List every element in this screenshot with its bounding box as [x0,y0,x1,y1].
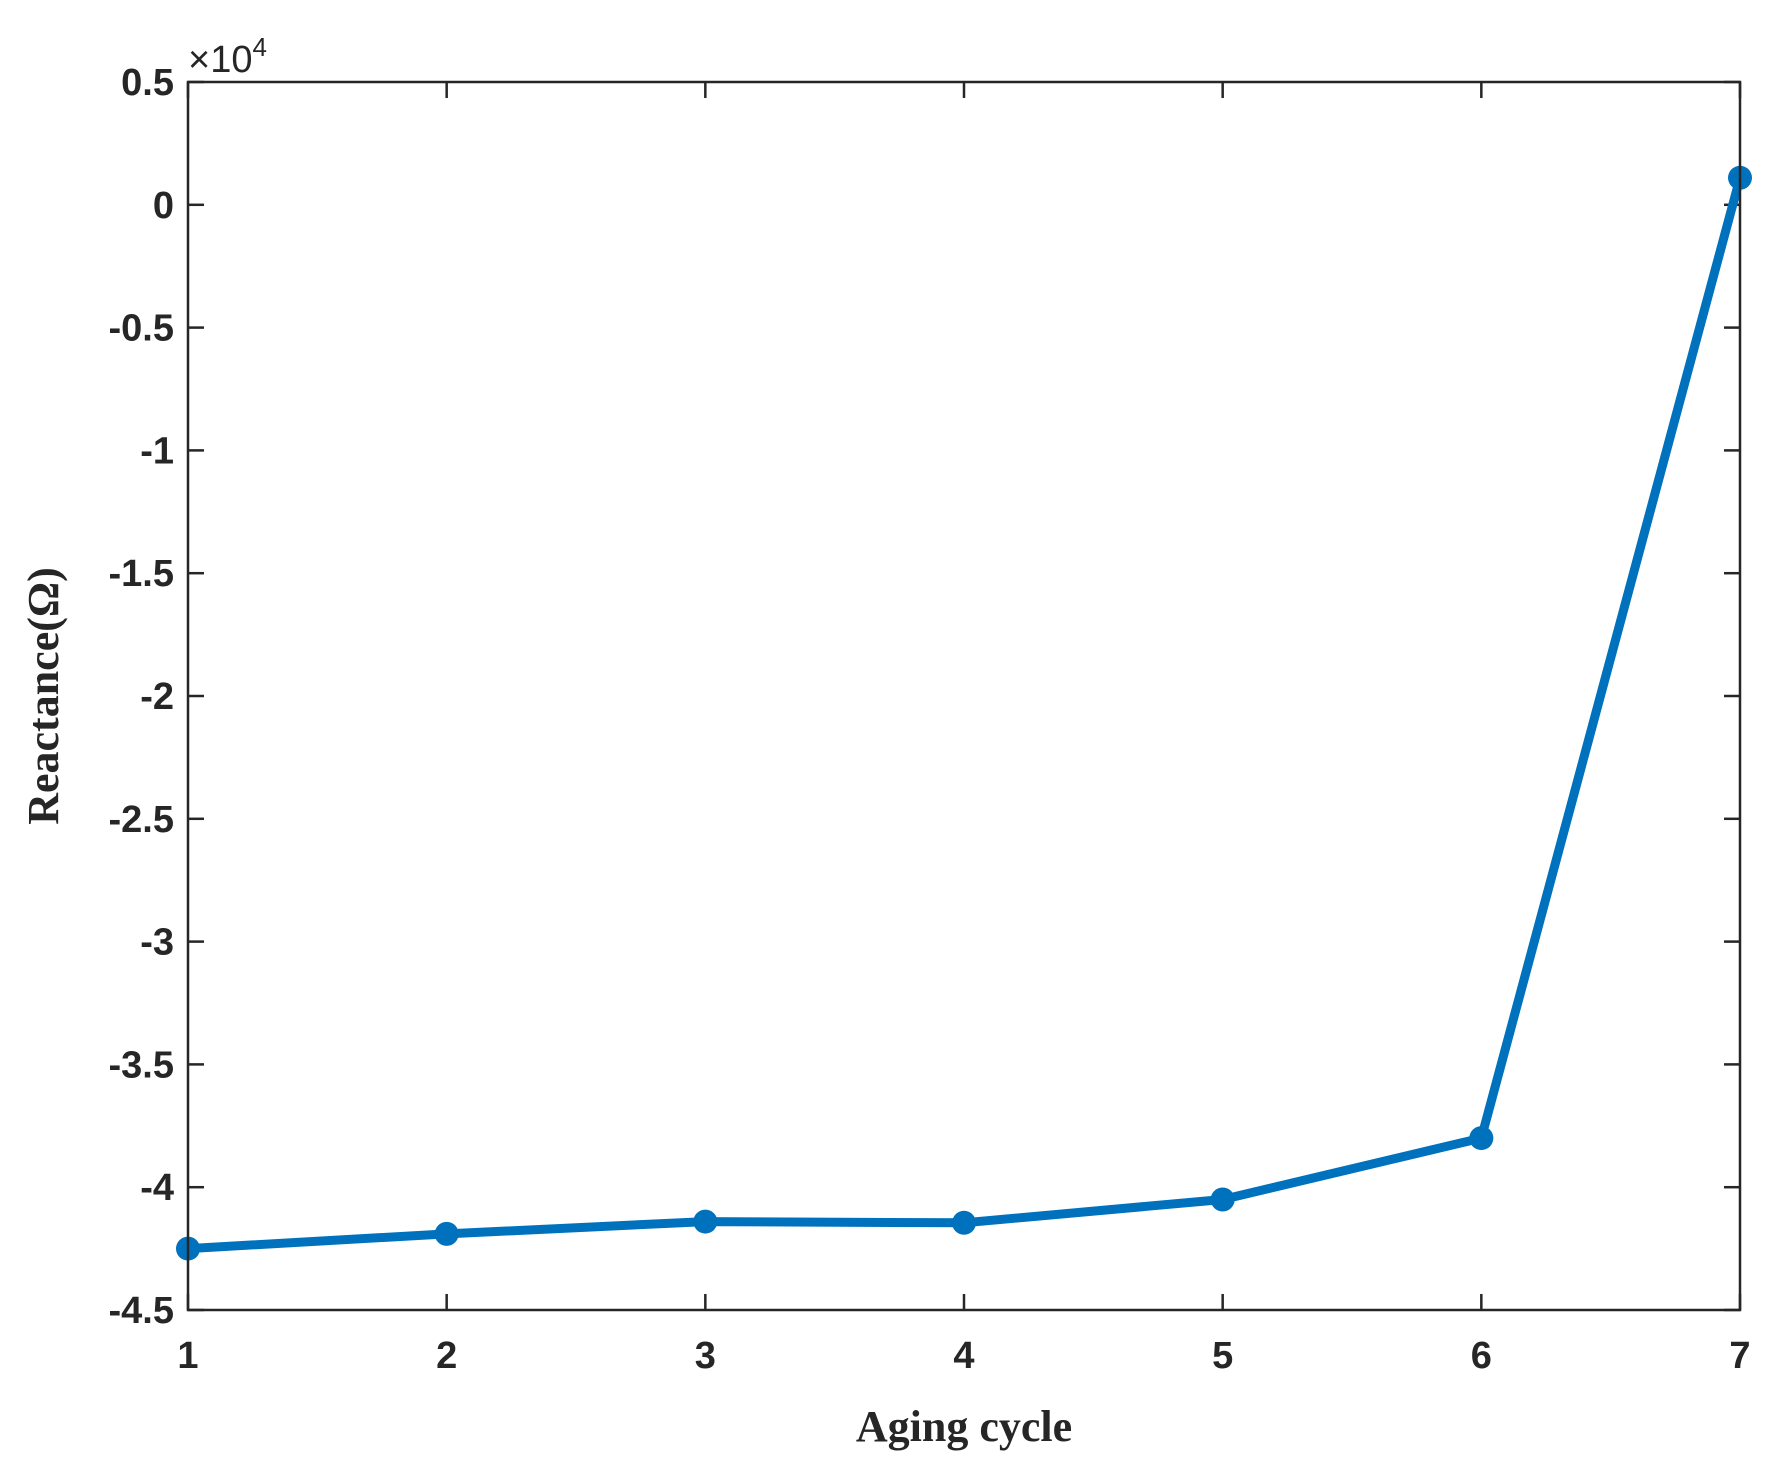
x-tick-label: 5 [1212,1335,1233,1377]
data-point [1210,1187,1235,1212]
y-tick-label: -2.5 [109,799,174,841]
x-tick-label: 4 [953,1335,974,1377]
x-tick-label: 3 [695,1335,716,1377]
plot-area [188,82,1740,1310]
x-tick-label: 2 [436,1335,457,1377]
y-tick-label: -1.5 [109,553,174,595]
y-tick-label: 0.5 [121,62,174,104]
x-tick-label: 6 [1471,1335,1492,1377]
y-tick-label: -3 [140,922,174,964]
x-tick-label: 1 [177,1335,198,1377]
y-axis-multiplier: ×104 [188,32,267,81]
data-point [1469,1126,1494,1151]
tick-labels: 1 2 3 4 5 6 7 0.5 0 -0.5 -1 -1.5 -2 -2.5 -3 -3.5 -4 -4.5 [109,62,1751,1377]
multiplier-exponent: 4 [252,32,266,62]
data-series [176,165,1752,1261]
y-tick-label: -2 [140,676,174,718]
y-tick-label: -4 [140,1167,174,1209]
x-tick-label: 7 [1729,1335,1750,1377]
data-point [434,1221,459,1246]
y-tick-label: -4.5 [109,1290,174,1332]
data-point [952,1210,976,1235]
y-axis-title: Reactance(Ω) [19,567,68,825]
axes-box [186,80,1742,1312]
y-tick-label: -3.5 [109,1044,174,1086]
multiplier-base: ×10 [188,39,252,81]
x-axis-title: Aging cycle [856,1402,1072,1451]
y-tick-label: -0.5 [109,308,174,350]
data-point [693,1209,718,1234]
y-tick-label: 0 [153,185,174,227]
y-tick-label: -1 [140,430,174,472]
